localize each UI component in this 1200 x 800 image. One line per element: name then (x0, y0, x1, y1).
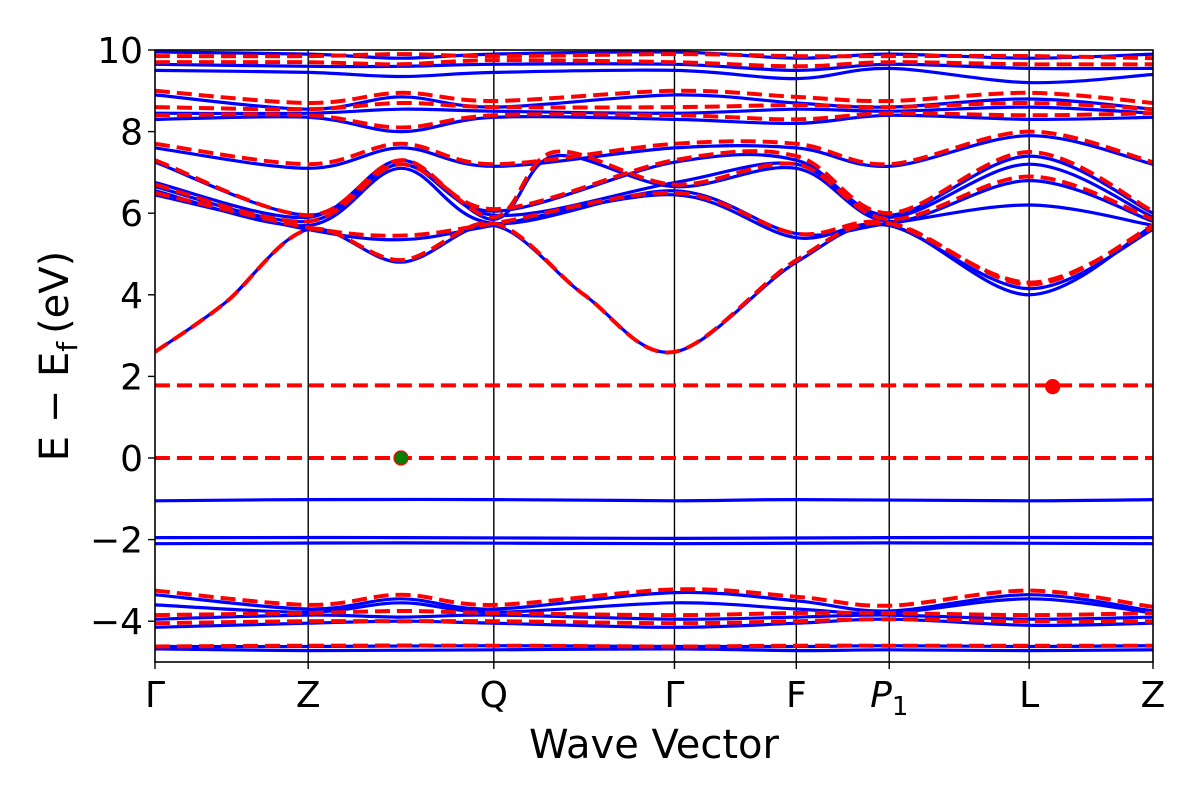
band-line-solid (155, 113, 1153, 134)
band-line-dashed (155, 52, 1153, 61)
band-line-solid (155, 152, 1153, 217)
band-line-solid (155, 541, 1153, 546)
y-tick-label: 0 (120, 439, 143, 480)
x-tick-label: Γ (145, 675, 165, 716)
y-axis-ticks: −4 −2 0 2 4 6 8 10 (90, 31, 155, 643)
band-line-solid (155, 613, 1153, 621)
plot-background (155, 50, 1153, 662)
band-line-solid (155, 535, 1153, 541)
y-axis-label: E − Ef (eV) (32, 251, 84, 462)
band-line-dashed (155, 111, 1153, 130)
x-tick-label: L (1019, 675, 1039, 716)
bands-layer (155, 50, 1153, 653)
band-line-dashed (155, 149, 1153, 224)
band-line-dashed (155, 100, 1153, 112)
x-tick-label-main: P (870, 675, 892, 716)
y-tick-label: −2 (90, 521, 143, 562)
markers-layer (393, 379, 1061, 466)
x-tick-label: Z (1141, 675, 1166, 716)
band-line-dashed (155, 617, 1153, 626)
y-axis-label-main: E − E (32, 352, 78, 462)
band-marker (393, 450, 409, 466)
band-line-solid (155, 497, 1153, 503)
y-axis-label-unit: (eV) (32, 251, 78, 334)
band-line-dashed (155, 190, 1153, 285)
band-line-dashed (155, 129, 1153, 167)
plot-frame (154, 49, 1154, 663)
y-tick-label: 10 (97, 31, 143, 72)
y-tick-label: 8 (120, 113, 143, 154)
x-axis-ticks: Γ Z Q Γ F P1 L Z (145, 662, 1165, 722)
band-line-dashed (155, 88, 1153, 106)
y-tick-label: 2 (120, 357, 143, 398)
band-line-dashed (155, 587, 1153, 609)
y-tick-label: 4 (120, 276, 143, 317)
band-line-solid (155, 134, 1153, 170)
band-line-dashed (155, 608, 1153, 618)
y-tick-label: −4 (90, 602, 143, 643)
band-line-solid (155, 66, 1153, 85)
x-tick-label: P1 (870, 675, 908, 722)
x-tick-label: Z (296, 675, 321, 716)
band-line-dashed (155, 58, 1153, 69)
band-line-solid (155, 590, 1153, 613)
band-marker (1045, 379, 1061, 395)
y-axis-label-subscript: f (51, 341, 84, 352)
x-tick-label: Γ (664, 675, 684, 716)
y-tick-label: 6 (120, 194, 143, 235)
x-tick-label-subscript: 1 (892, 692, 909, 722)
band-line-solid (155, 105, 1153, 116)
x-tick-label: F (786, 675, 807, 716)
x-tick-label: Q (480, 675, 508, 716)
band-line-solid (155, 62, 1153, 73)
band-line-solid (155, 647, 1153, 653)
band-line-dashed (155, 643, 1153, 649)
x-axis-label: Wave Vector (529, 722, 780, 768)
